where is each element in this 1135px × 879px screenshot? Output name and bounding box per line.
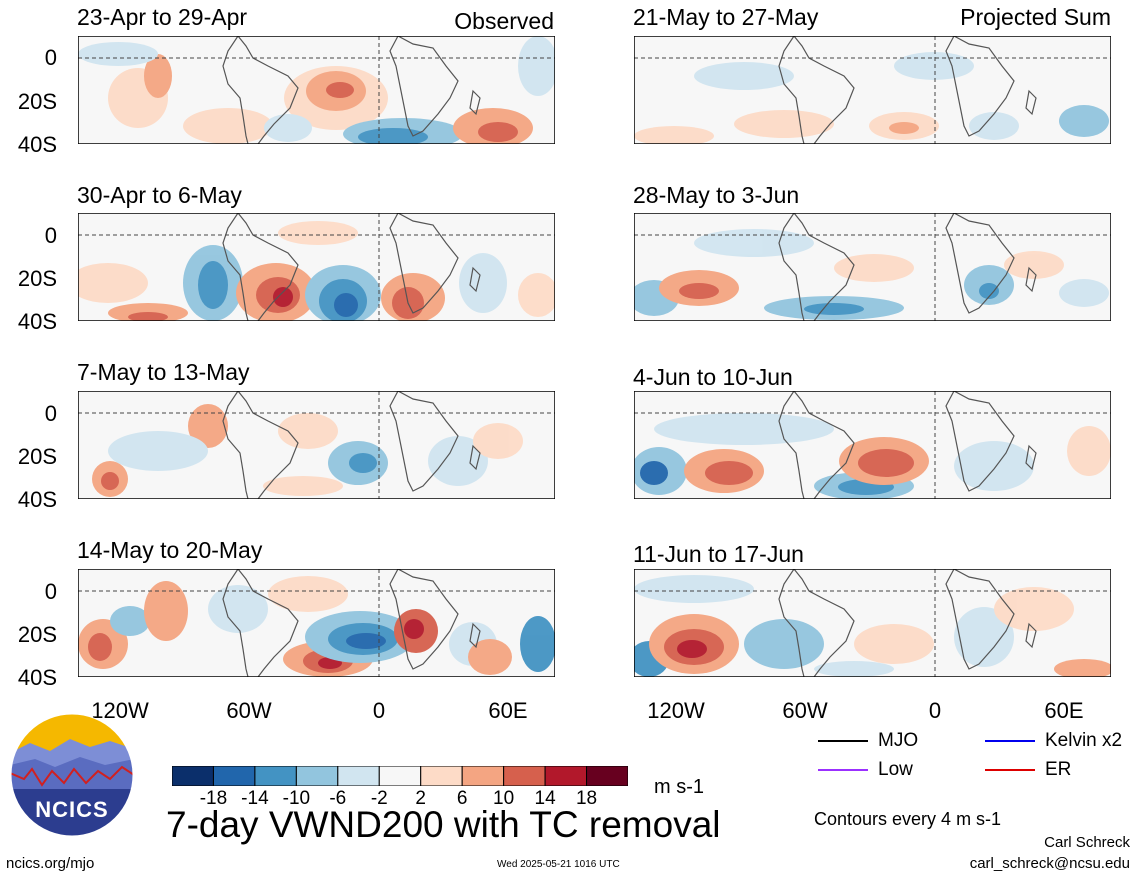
logo-text: NCICS [35, 797, 108, 822]
legend-label-kelvin: Kelvin x2 [1045, 730, 1123, 751]
email: carl_schreck@ncsu.edu [969, 855, 1130, 872]
panel-title-proj-3: 4-Jun to 10-Jun [633, 364, 793, 390]
timestamp: Wed 2025-05-21 1016 UTC [497, 859, 620, 870]
colorbar-tick-label: 2 [415, 788, 426, 809]
lat-label-20s: 20S [17, 444, 57, 469]
legend-line-low [818, 769, 868, 771]
map-obs-4 [78, 569, 555, 677]
lon-label-60w: 60W [782, 698, 828, 723]
lat-label-20s: 20S [17, 266, 57, 291]
colorbar-units: m s-1 [654, 776, 704, 798]
panel-title-obs-3: 7-May to 13-May [77, 359, 250, 385]
panel-title-obs-2: 30-Apr to 6-May [77, 182, 242, 208]
legend-label-er: ER [1045, 759, 1072, 780]
site-link[interactable]: ncics.org/mjo [6, 855, 95, 872]
colorbar-tick-label: 10 [493, 788, 515, 809]
ncics-logo: NCICS [10, 713, 134, 837]
colorbar-swatch [461, 766, 505, 786]
lat-label-0: 0 [44, 401, 57, 426]
continent-outlines [222, 36, 481, 144]
lat-label-20s: 20S [17, 622, 57, 647]
legend-line-er [985, 769, 1035, 771]
colorbar-tick-label: 6 [456, 788, 468, 809]
colorbar-tick-label: -10 [282, 788, 311, 809]
colorbar-swatch [420, 766, 463, 786]
panel-title-obs-1: 23-Apr to 29-Apr [77, 4, 248, 30]
colorbar-tick-label: -14 [241, 788, 269, 809]
observed-label: Observed [454, 8, 554, 34]
lat-label-0: 0 [44, 45, 57, 70]
colorbar-swatch [254, 766, 297, 786]
colorbar-swatch [172, 766, 214, 786]
lat-label-40s: 40S [17, 309, 57, 334]
lat-label-40s: 40S [17, 132, 57, 157]
panel-title-proj-4: 11-Jun to 17-Jun [633, 541, 804, 567]
map-obs-2 [78, 213, 555, 321]
map-obs-3 [78, 391, 555, 499]
colorbar-tick-label: -6 [329, 788, 347, 809]
lon-label-60e: 60E [1044, 698, 1084, 723]
colorbar [172, 766, 628, 786]
lat-label-0: 0 [44, 223, 57, 248]
map-obs-1 [78, 36, 555, 144]
shading [78, 36, 555, 144]
lon-label-120w: 120W [647, 698, 705, 723]
lon-label-60e: 60E [488, 698, 528, 723]
colorbar-tick-label: 18 [575, 788, 598, 809]
legend-line-kelvin [985, 740, 1035, 742]
map-proj-4 [634, 569, 1111, 677]
colorbar-swatch [586, 766, 628, 786]
panel-title-proj-2: 28-May to 3-Jun [633, 182, 800, 208]
colorbar-tick-label: -18 [199, 788, 228, 809]
lon-label-0: 0 [928, 698, 942, 723]
colorbar-swatch [503, 766, 546, 786]
contour-note: Contours every 4 m s-1 [814, 809, 1002, 829]
lon-label-120w: 120W [91, 698, 149, 723]
legend-label-low: Low [878, 759, 913, 780]
map-proj-1 [634, 36, 1111, 144]
colorbar-swatch [295, 766, 339, 786]
colorbar-swatch [337, 766, 380, 786]
colorbar-swatch [212, 766, 256, 786]
map-proj-2 [634, 213, 1111, 321]
lat-label-0: 0 [44, 579, 57, 604]
lat-label-40s: 40S [17, 665, 57, 690]
map-proj-3 [634, 391, 1111, 499]
panel-title-proj-1: 21-May to 27-May [633, 4, 819, 30]
lon-label-0: 0 [372, 698, 386, 723]
lon-label-60w: 60W [226, 698, 272, 723]
panel-title-obs-4: 14-May to 20-May [77, 537, 263, 563]
lat-label-40s: 40S [17, 487, 57, 512]
legend-line-mjo [818, 740, 868, 742]
lat-label-20s: 20S [17, 89, 57, 114]
legend-label-mjo: MJO [878, 730, 919, 751]
projected-label: Projected Sum [960, 4, 1111, 30]
author: Carl Schreck [1044, 834, 1130, 851]
colorbar-swatch [544, 766, 588, 786]
colorbar-tick-label: 14 [534, 788, 556, 809]
colorbar-tick-label: -2 [370, 788, 388, 809]
colorbar-swatch [378, 766, 422, 786]
main-title: 7-day VWND200 with TC removal [166, 804, 721, 845]
